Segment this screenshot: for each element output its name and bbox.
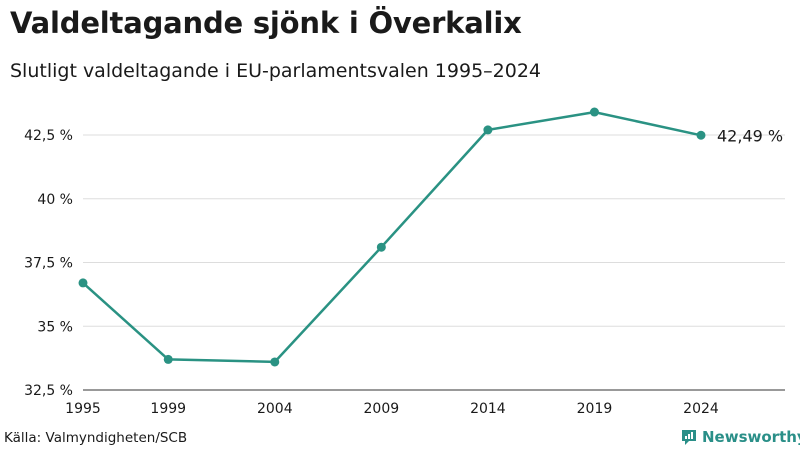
x-tick-label: 2014: [470, 401, 506, 417]
data-point: [163, 354, 173, 364]
data-point: [376, 242, 386, 252]
gridlines: [83, 134, 785, 391]
chart-subtitle: Slutligt valdeltagande i EU-parlamentsva…: [10, 60, 542, 82]
y-tick-label: 37,5 %: [24, 256, 73, 272]
brand-name: Newsworthy: [702, 428, 800, 446]
y-tick-label: 42,5 %: [24, 128, 73, 144]
brand-logo[interactable]: Newsworthy: [680, 426, 800, 448]
y-tick-label: 32,5 %: [24, 383, 73, 399]
data-point: [270, 357, 280, 367]
data-labels: 42,49 %: [717, 126, 783, 145]
data-point: [589, 107, 599, 117]
x-tick-label: 2004: [257, 401, 293, 417]
data-point: [78, 278, 88, 288]
x-tick-label: 2009: [364, 401, 400, 417]
data-point: [483, 125, 493, 135]
bar-chart-logo-icon: [682, 430, 696, 445]
y-tick-label: 35 %: [37, 319, 73, 335]
series-layer: [78, 107, 706, 367]
x-tick-label: 2024: [683, 401, 719, 417]
x-tick-label: 1999: [150, 401, 186, 417]
y-axis-ticks: 32,5 % 35 % 37,5 % 40 % 42,5 %: [24, 128, 73, 399]
chart-title: Valdeltagande sjönk i Överkalix: [10, 6, 522, 40]
x-tick-label: 1995: [65, 401, 101, 417]
end-value-label: 42,49 %: [717, 126, 783, 145]
data-point: [696, 130, 706, 140]
y-tick-label: 40 %: [37, 192, 73, 208]
source-note: Källa: Valmyndigheten/SCB: [4, 430, 188, 446]
x-axis-ticks: 1995 1999 2004 2009 2014 2019 2024: [65, 401, 719, 417]
series-line: [82, 110, 702, 364]
x-tick-label: 2019: [577, 401, 613, 417]
